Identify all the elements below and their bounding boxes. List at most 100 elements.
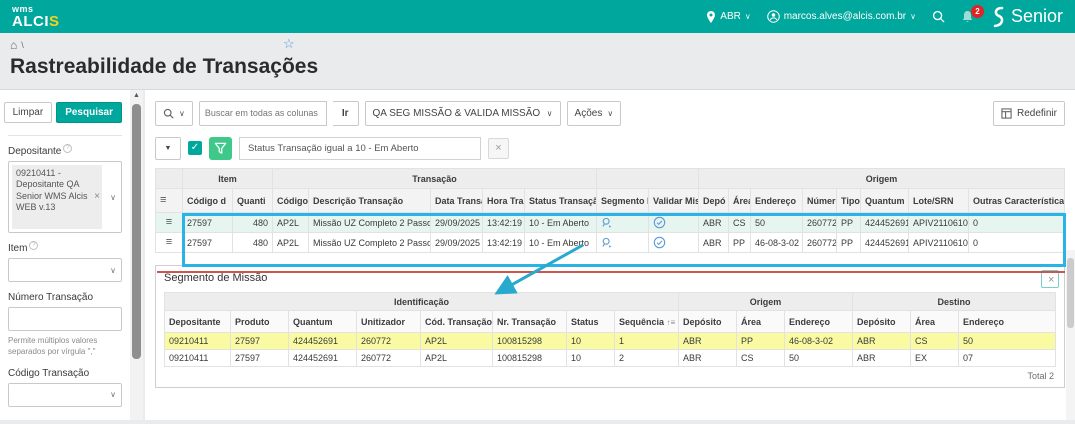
validar-missao-button[interactable] (648, 232, 700, 253)
main-scrollbar[interactable] (1066, 250, 1075, 420)
remove-chip-icon[interactable]: × (94, 191, 100, 202)
actions-label: Ações (574, 107, 603, 119)
table-row[interactable]: ≡ 27597 480 AP2L Missão UZ Completo 2 Pa… (155, 232, 1065, 253)
col-codigo[interactable]: Código d (182, 188, 233, 213)
go-button[interactable]: Ir (332, 100, 359, 126)
favorite-star-icon[interactable]: ☆ (283, 36, 295, 51)
item-select[interactable]: ∨ (8, 258, 122, 282)
report-search-input[interactable] (198, 100, 327, 126)
col-hora[interactable]: Hora Tran (482, 188, 526, 213)
col-quantum[interactable]: Quantum (288, 310, 357, 333)
col-nr-transacao[interactable]: Nr. Transação (492, 310, 567, 333)
close-icon[interactable]: × (1041, 270, 1059, 288)
logo-wms: wms (12, 3, 34, 14)
col-destino-endereco[interactable]: Endereço (958, 310, 1056, 333)
col-depositante[interactable]: Depositante (164, 310, 231, 333)
segmento-missao-link[interactable] (596, 212, 650, 233)
saved-report-select[interactable]: QA SEG MISSÃO & VALIDA MISSÃO ∨ (364, 100, 561, 126)
col-sequencia[interactable]: Sequência ↑≡ (613, 310, 680, 333)
col-quantum[interactable]: Quantum (860, 188, 910, 213)
numero-transacao-input[interactable] (8, 307, 122, 331)
group-item: Item (181, 168, 274, 189)
col-destino-deposito[interactable]: Depósito (852, 310, 912, 333)
col-descricao[interactable]: Descrição Transação (308, 188, 432, 213)
breadcrumb-separator: \ (21, 39, 24, 50)
col-tipo[interactable]: Tipo d (836, 188, 862, 213)
col-segmento-missao[interactable]: Segmento Missão. (596, 188, 650, 213)
chevron-down-icon[interactable]: ∨ (110, 192, 116, 202)
user-email: marcos.alves@alcis.com.br (783, 11, 907, 22)
reset-button[interactable]: Redefinir (992, 100, 1065, 126)
col-cod-transacao[interactable]: Cód. Transação (420, 310, 493, 333)
col-origem-area[interactable]: Área (736, 310, 786, 333)
row-menu-icon[interactable]: ≡ (160, 194, 167, 206)
scrollbar-thumb[interactable] (132, 104, 141, 359)
scrollbar-thumb[interactable] (1067, 258, 1074, 328)
sort-ascending-icon[interactable]: ↑≡ (666, 317, 676, 327)
filter-condition[interactable]: Status Transação igual a 10 - Em Aberto (239, 136, 481, 160)
table-row[interactable]: ≡ 27597 480 AP2L Missão UZ Completo 2 Pa… (155, 212, 1065, 233)
col-produto[interactable]: Produto (230, 310, 289, 333)
col-unitizador[interactable]: Unitizador (356, 310, 421, 333)
group-origem: Origem (698, 168, 1065, 189)
col-lote[interactable]: Lote/SRN (908, 188, 970, 213)
col-origem-deposito[interactable]: Depósito (678, 310, 738, 333)
search-icon (163, 108, 174, 119)
location-selector[interactable]: ABR ∨ (706, 10, 751, 23)
row-menu-icon[interactable]: ≡ (165, 216, 173, 228)
col-origem-endereco[interactable]: Endereço (784, 310, 854, 333)
segmento-missao-panel: Segmento de Missão × Identificação Orige… (155, 265, 1065, 388)
col-status[interactable]: Status (566, 310, 615, 333)
col-validar-missao[interactable]: Validar Missão (648, 188, 700, 213)
logo-alcis: ALCI (12, 12, 49, 30)
help-icon[interactable]: ? (63, 144, 73, 153)
depositante-multiselect[interactable]: 09210411 - Depositante QA Senior WMS Alc… (8, 161, 122, 233)
col-status[interactable]: Status Transaçã (524, 188, 598, 213)
actions-menu-button[interactable]: Ações ∨ (566, 100, 622, 126)
filter-funnel-icon[interactable] (209, 136, 232, 160)
depositante-chip-label: 09210411 - Depositante QA Senior WMS Alc… (16, 168, 88, 212)
segment-row[interactable]: 09210411 27597 424452691 260772 AP2L 100… (164, 332, 1056, 350)
filter-enabled-checkbox[interactable]: ✓ (188, 141, 202, 155)
notifications-button[interactable]: 2 (961, 4, 984, 24)
global-search-button[interactable] (932, 10, 945, 23)
report-toolbar: ∨ Ir QA SEG MISSÃO & VALIDA MISSÃO ∨ Açõ… (155, 100, 1065, 126)
filters-dropdown-button[interactable]: ▼ (155, 136, 181, 160)
row-menu-icon[interactable]: ≡ (165, 236, 173, 248)
validar-missao-button[interactable] (648, 212, 700, 233)
location-label: ABR (720, 11, 741, 22)
main-region: ∨ Ir QA SEG MISSÃO & VALIDA MISSÃO ∨ Açõ… (145, 90, 1075, 420)
home-icon[interactable]: ⌂ (10, 37, 18, 52)
location-pin-icon (706, 10, 716, 23)
col-endereco[interactable]: Endereço (750, 188, 804, 213)
segmento-missao-link[interactable] (596, 232, 650, 253)
sidebar-scrollbar[interactable]: ▲ (130, 90, 143, 420)
col-area[interactable]: Área (728, 188, 752, 213)
clear-button[interactable]: Limpar (3, 102, 53, 123)
segment-row[interactable]: 09210411 27597 424452691 260772 AP2L 100… (164, 349, 1056, 367)
col-numero[interactable]: Número dc (802, 188, 838, 213)
search-column-selector[interactable]: ∨ (155, 100, 193, 126)
col-outras[interactable]: Outras Características (968, 188, 1065, 213)
codigo-transacao-select[interactable]: ∨ (8, 382, 122, 407)
search-button[interactable]: Pesquisar (56, 102, 122, 123)
col-codigo-transacao[interactable]: Código (272, 188, 310, 213)
remove-filter-icon[interactable]: × (488, 137, 509, 159)
numero-transacao-label: Número Transação (8, 292, 94, 303)
col-destino-area[interactable]: Área (910, 310, 960, 333)
help-icon[interactable]: ? (29, 241, 39, 250)
user-menu[interactable]: marcos.alves@alcis.com.br ∨ (766, 10, 916, 23)
page-title: Rastreabilidade de Transações (10, 55, 319, 78)
item-label: Item (8, 243, 28, 254)
col-data[interactable]: Data Transaç (430, 188, 484, 213)
senior-s-icon (990, 6, 1006, 28)
col-quantidade[interactable]: Quanti (231, 188, 274, 213)
group-identificacao: Identificação (163, 292, 680, 311)
group-origem: Origem (678, 292, 854, 311)
col-deposito[interactable]: Depó (698, 188, 730, 213)
scroll-up-icon[interactable]: ▲ (133, 92, 140, 99)
search-icon (932, 10, 945, 23)
group-transacao: Transação (272, 168, 598, 189)
logo-accent: S (49, 12, 60, 30)
chevron-down-icon: ∨ (110, 390, 116, 400)
